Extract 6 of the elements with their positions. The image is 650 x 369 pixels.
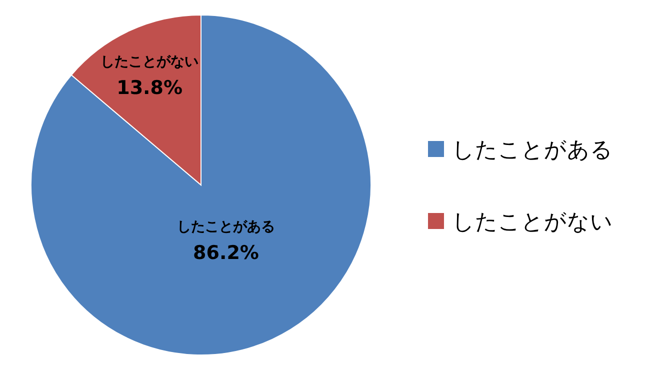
data-label: 13.8% xyxy=(116,76,183,99)
slice-label: したことがある xyxy=(176,218,275,235)
data-label: 86.2% xyxy=(193,242,259,264)
legend-label: したことがない xyxy=(452,210,613,235)
legend-label: したことがある xyxy=(452,138,613,163)
slice-label: したことがない xyxy=(100,54,199,70)
